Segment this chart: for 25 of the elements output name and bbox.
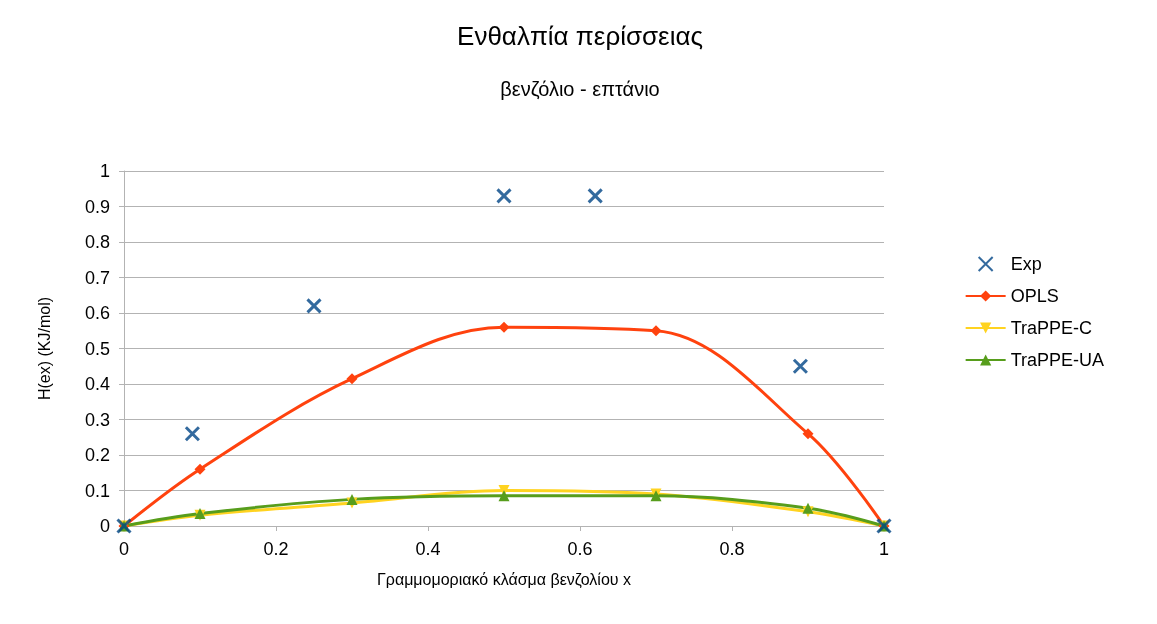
x-axis-title: Γραμμομοριακό κλάσμα βενζολίου x (376, 570, 632, 589)
y-axis-title: H(ex) (KJ/mol) (35, 296, 53, 401)
y-tick-label: 0.8 (84, 232, 110, 252)
y-tick-label: 1 (99, 161, 110, 181)
y-tick-label: 0.4 (84, 374, 110, 394)
x-tick-label: 0.8 (719, 539, 745, 559)
y-tick-label: 0.7 (84, 267, 110, 288)
chart-title: Ενθαλπία περίσσειας (457, 21, 703, 51)
legend-label: TraPPE-C (1010, 318, 1092, 338)
x-tick-label: 0 (118, 539, 130, 559)
y-tick-label: 0.6 (84, 303, 110, 323)
y-tick-label: 0.2 (84, 445, 110, 465)
y-tick-label: 0.1 (84, 480, 110, 501)
legend-label: OPLS (1010, 286, 1059, 306)
legend-label: TraPPE-UA (1010, 350, 1105, 370)
y-tick-label: 0.3 (84, 409, 110, 430)
y-tick-label: 0 (99, 516, 110, 536)
x-tick-label: 0.4 (415, 539, 441, 559)
chart-subtitle: βενζόλιο - επτάνιο (500, 78, 660, 100)
x-tick-label: 1 (878, 539, 890, 559)
y-tick-label: 0.5 (84, 338, 110, 359)
legend-label: Exp (1010, 254, 1042, 274)
y-tick-label: 0.9 (84, 196, 110, 217)
x-tick-label: 0.6 (567, 539, 593, 559)
x-tick-label: 0.2 (263, 539, 289, 559)
